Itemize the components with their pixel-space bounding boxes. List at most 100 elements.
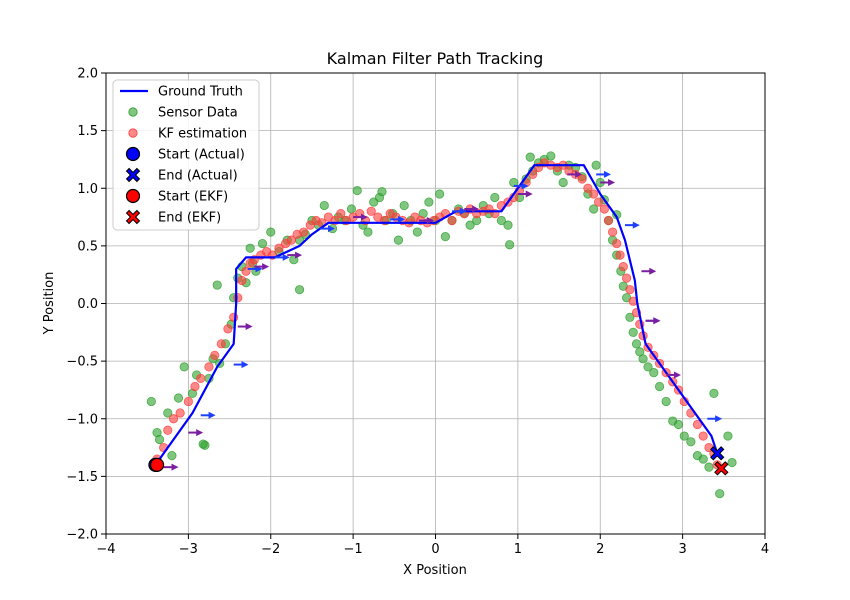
kf-velocity-arrow [163, 463, 179, 471]
truth-velocity-arrow-head [282, 253, 290, 261]
legend-swatch-sensor [128, 107, 138, 117]
sensor-point [649, 368, 659, 378]
kf-point [204, 362, 214, 372]
kf-point [237, 275, 247, 286]
sensor-point [440, 232, 450, 242]
legend-box [112, 79, 260, 231]
sensor-point [638, 354, 648, 364]
sensor-point [709, 388, 719, 398]
sensor-point [589, 204, 599, 214]
sensor-point [673, 419, 684, 430]
sensor-point [496, 215, 506, 226]
kf-velocity-arrow-head [649, 267, 657, 275]
kf-point [366, 206, 376, 216]
sensor-point [698, 454, 708, 464]
kf-point [583, 183, 593, 193]
legend-swatch-end-ekf [125, 209, 141, 225]
truth-velocity-arrow-head [459, 207, 467, 215]
x-tick-label: −3 [179, 542, 198, 557]
kf-velocity-arrow [188, 429, 204, 437]
kf-velocity-arrow [600, 178, 616, 186]
legend: Ground Truth Sensor Data KF estimation Star… [112, 79, 260, 231]
sensor-point [163, 408, 173, 418]
sensor-point [591, 160, 601, 170]
kf-velocity-arrow-head [653, 317, 661, 325]
x-axis-label: X Position [403, 563, 467, 578]
sensor-point [679, 431, 689, 441]
start-ekf-marker [149, 457, 165, 472]
kf-point [223, 324, 233, 334]
sensor-point [393, 235, 404, 245]
kf-point [599, 204, 609, 214]
kf-point [274, 243, 284, 253]
sensor-point [399, 200, 409, 211]
ground-truth-path [154, 164, 719, 466]
sensor-point [628, 327, 638, 337]
kf-velocity-arrow [645, 317, 661, 325]
kf-velocity-arrow-head [575, 170, 583, 178]
legend-label: KF estimation [158, 127, 247, 142]
truth-velocity-arrow-head [715, 415, 723, 423]
kf-velocity-arrow-head [673, 371, 681, 379]
kf-point [447, 215, 457, 226]
sensor-point [154, 434, 165, 445]
kf-point [594, 197, 604, 207]
kf-velocity-arrow [254, 263, 270, 271]
kf-velocity-arrow-head [525, 190, 533, 198]
y-tick-label: −2.0 [66, 528, 98, 543]
kf-point [608, 227, 618, 237]
legend-label: Ground Truth [158, 85, 243, 100]
kf-velocity-arrow-head [608, 178, 616, 186]
kf-point [175, 408, 185, 418]
kf-point [196, 373, 206, 384]
sensor-point [625, 312, 635, 322]
kf-velocity-arrow [567, 170, 583, 178]
truth-velocity-arrow [624, 221, 640, 229]
y-tick-label: 0.0 [77, 297, 98, 312]
kf-velocity-arrow-head [245, 323, 253, 331]
y-tick-label: 0.5 [77, 239, 98, 254]
kf-velocity-arrow [641, 267, 657, 275]
kf-point [622, 273, 632, 283]
truth-velocity-arrow [707, 415, 723, 423]
sensor-point [490, 192, 500, 203]
sensor-point [643, 362, 653, 372]
kf-velocity-arrow-head [426, 217, 434, 225]
x-tick-label: 4 [761, 542, 769, 557]
y-tick-label: 2.0 [77, 67, 98, 82]
y-tick-label: 1.0 [77, 182, 98, 197]
end-actual-marker [710, 446, 725, 461]
endpoint-markers [148, 446, 729, 476]
kf-velocity-arrow [353, 213, 368, 221]
kf-point [618, 262, 628, 272]
legend-label: End (EKF) [158, 211, 221, 226]
x-tick-label: 0 [431, 542, 439, 557]
sensor-point [294, 285, 305, 295]
kf-point [336, 209, 346, 219]
kf-velocity-arrow-head [295, 251, 303, 259]
tick-layer: −4 −3 −2 −1 0 1 2 3 4 −2.0 −1.5 −1.0 −0.5 0.0 0.5 1.0 1.… [66, 67, 769, 558]
end-ekf-marker [714, 461, 729, 476]
kf-point [577, 174, 587, 184]
sensor-point [146, 396, 156, 407]
sensor-point [525, 152, 535, 162]
legend-label: End (Actual) [158, 169, 238, 184]
y-tick-label: 1.5 [77, 124, 98, 139]
truth-velocity-arrow-head [398, 215, 406, 223]
kf-velocity-arrow-head [196, 429, 204, 437]
legend-label: Sensor Data [158, 106, 238, 121]
sensor-point [412, 227, 422, 237]
x-tick-label: −1 [344, 542, 363, 557]
sensor-point [352, 185, 362, 196]
kf-velocity-arrow-head [171, 463, 179, 471]
legend-label: Start (EKF) [158, 190, 228, 205]
kf-point [615, 250, 625, 260]
sensor-point [715, 489, 725, 499]
truth-velocity-arrow-head [603, 170, 611, 178]
sensor-point [465, 220, 475, 230]
kf-point [625, 285, 635, 295]
sensor-point [363, 227, 373, 237]
x-tick-label: 3 [678, 542, 686, 557]
y-axis-label: Y Position [42, 272, 57, 336]
